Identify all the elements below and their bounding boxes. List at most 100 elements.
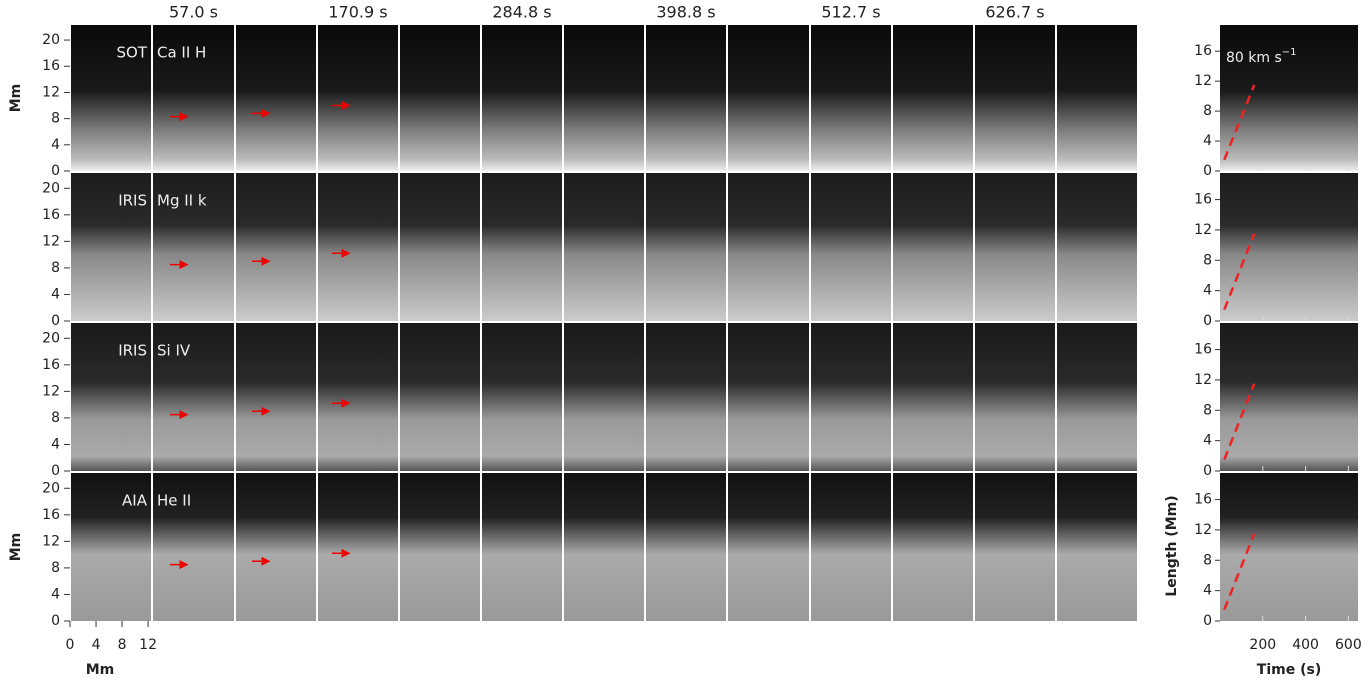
y-tick-label: 20 [42, 480, 60, 496]
x-tick-label: 12 [139, 637, 157, 653]
td-y-tick-label: 12 [1194, 372, 1212, 388]
y-tick-label: 4 [51, 586, 60, 602]
time-label: 512.7 s [821, 3, 880, 22]
image-panel [482, 173, 562, 321]
x-axis-label: Mm [86, 662, 115, 678]
y-tick-label: 0 [51, 613, 60, 629]
image-panel [646, 25, 726, 171]
image-panel [564, 25, 644, 171]
y-tick-label: 12 [42, 84, 60, 100]
image-panel [400, 173, 480, 321]
speed-unit-exponent: −1 [1282, 47, 1297, 58]
image-panel [975, 173, 1055, 321]
image-panel [893, 323, 973, 471]
y-tick-label: 16 [42, 357, 60, 373]
x-tick-label: 8 [118, 637, 127, 653]
image-panel [728, 323, 809, 471]
image-panel [728, 473, 809, 621]
image-panel [1057, 25, 1137, 171]
td-y-tick-label: 12 [1194, 222, 1212, 238]
speed-text: 80 km s [1226, 50, 1282, 66]
time-distance-panel [1220, 323, 1358, 471]
image-panel [482, 25, 562, 171]
y-tick-label: 4 [51, 137, 60, 153]
image-panel [236, 323, 316, 471]
y-tick-label: 8 [51, 410, 60, 426]
line-label: Si IV [157, 342, 191, 360]
image-panel [975, 473, 1055, 621]
td-y-tick-label: 0 [1203, 163, 1212, 179]
line-label: He II [157, 492, 191, 510]
image-panel [646, 323, 726, 471]
image-panel [646, 473, 726, 621]
time-distance-panel [1220, 473, 1358, 621]
time-label: 626.7 s [985, 3, 1044, 22]
y-axis-label: Mm [8, 84, 24, 113]
td-y-tick-label: 4 [1203, 583, 1212, 599]
image-panel [975, 25, 1055, 171]
td-y-tick-label: 16 [1194, 492, 1212, 508]
image-panel [318, 25, 398, 171]
td-y-tick-label: 8 [1203, 252, 1212, 268]
time-label: 57.0 s [169, 3, 218, 22]
image-panel [318, 473, 398, 621]
td-y-tick-label: 16 [1194, 192, 1212, 208]
td-y-tick-label: 8 [1203, 552, 1212, 568]
td-x-axis-label: Time (s) [1257, 662, 1321, 678]
y-tick-label: 0 [51, 463, 60, 479]
image-panel [318, 173, 398, 321]
image-panel [893, 25, 973, 171]
time-label: 398.8 s [656, 3, 715, 22]
image-panel [893, 173, 973, 321]
td-y-tick-label: 0 [1203, 613, 1212, 629]
image-panel [400, 25, 480, 171]
image-panel [236, 473, 316, 621]
time-label: 170.9 s [328, 3, 387, 22]
y-tick-label: 8 [51, 111, 60, 127]
y-tick-label: 12 [42, 533, 60, 549]
y-tick-label: 20 [42, 330, 60, 346]
x-tick-label: 4 [92, 637, 101, 653]
td-y-tick-label: 8 [1203, 402, 1212, 418]
image-panel [893, 473, 973, 621]
instrument-label: AIA [122, 492, 148, 510]
td-y-tick-label: 4 [1203, 433, 1212, 449]
image-panel [318, 323, 398, 471]
y-tick-label: 8 [51, 560, 60, 576]
td-y-tick-label: 16 [1194, 43, 1212, 59]
image-panel [1057, 173, 1137, 321]
image-panel [975, 323, 1055, 471]
line-label: Mg II k [157, 192, 207, 210]
time-label: 284.8 s [492, 3, 551, 22]
image-panel [236, 25, 316, 171]
y-tick-label: 0 [51, 313, 60, 329]
image-panel [482, 323, 562, 471]
time-distance-panel [1220, 173, 1358, 321]
y-tick-label: 12 [42, 383, 60, 399]
image-panel [728, 25, 809, 171]
td-y-tick-label: 4 [1203, 283, 1212, 299]
y-tick-label: 4 [51, 436, 60, 452]
image-panel [1057, 473, 1137, 621]
td-y-tick-label: 8 [1203, 103, 1212, 119]
td-y-tick-label: 12 [1194, 73, 1212, 89]
image-panel [646, 173, 726, 321]
instrument-label: SOT [117, 44, 148, 62]
image-panel [564, 173, 644, 321]
td-x-tick-label: 200 [1249, 637, 1276, 653]
y-tick-label: 16 [42, 207, 60, 223]
td-y-tick-label: 16 [1194, 342, 1212, 358]
line-label: Ca II H [157, 44, 206, 62]
image-panel [400, 473, 480, 621]
y-axis-label: Mm [8, 533, 24, 562]
image-panel [1057, 323, 1137, 471]
td-y-axis-label: Length (Mm) [1164, 495, 1180, 596]
y-tick-label: 4 [51, 286, 60, 302]
y-tick-label: 12 [42, 233, 60, 249]
td-y-tick-label: 0 [1203, 463, 1212, 479]
image-panel [811, 323, 891, 471]
image-panel [564, 473, 644, 621]
y-tick-label: 16 [42, 58, 60, 74]
td-x-tick-label: 400 [1292, 637, 1319, 653]
figure: 57.0 s 170.9 s 284.8 s 398.8 s 512.7 s 626.7 … [0, 0, 1371, 681]
